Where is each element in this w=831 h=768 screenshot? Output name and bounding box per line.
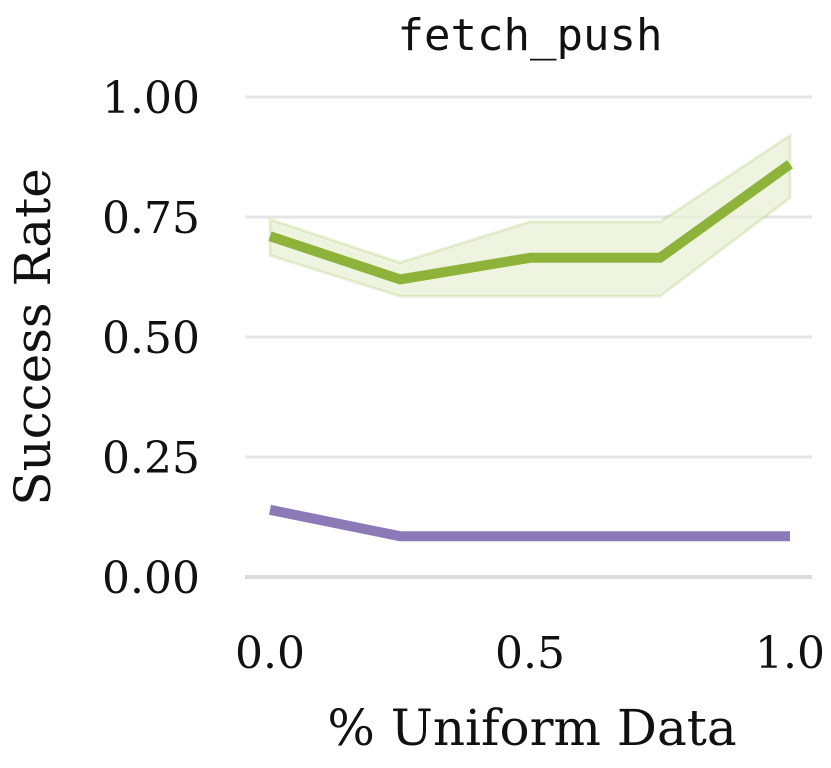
y-tick-label: 0.75 — [102, 193, 200, 244]
x-axis-label: % Uniform Data — [327, 699, 736, 757]
grid-lines — [245, 95, 812, 579]
y-tick-label: 0.50 — [102, 313, 200, 364]
x-tick-label: 0.5 — [495, 628, 565, 679]
y-tick-label: 0.25 — [102, 433, 200, 484]
x-tick-labels: 0.0 0.5 1.0 — [235, 628, 825, 679]
x-tick-label: 1.0 — [755, 628, 825, 679]
series-lines — [268, 160, 793, 542]
y-tick-label: 0.00 — [102, 553, 200, 604]
y-tick-labels: 0.00 0.25 0.50 0.75 1.00 — [102, 73, 200, 604]
series-line — [268, 160, 793, 285]
series-line — [269, 504, 790, 542]
y-tick-label: 1.00 — [102, 73, 200, 124]
x-tick-label: 0.0 — [235, 628, 305, 679]
y-axis-label: Success Rate — [4, 168, 62, 506]
chart-title: fetch_push — [398, 10, 663, 61]
